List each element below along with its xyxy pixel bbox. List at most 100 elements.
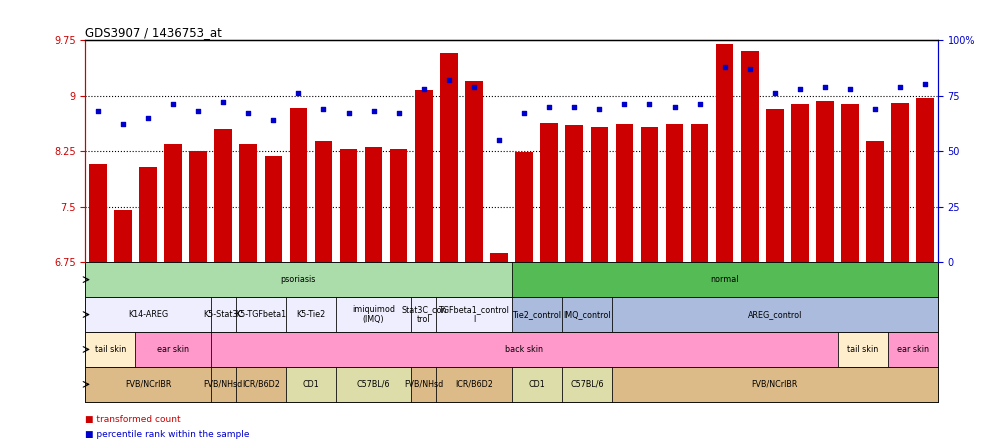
- Text: GDS3907 / 1436753_at: GDS3907 / 1436753_at: [85, 26, 221, 39]
- Bar: [336, 367, 411, 402]
- Text: K14-AREG: K14-AREG: [127, 310, 168, 319]
- Text: CD1: CD1: [303, 380, 319, 389]
- Bar: [210, 332, 837, 367]
- Bar: [365, 147, 382, 262]
- Point: [666, 103, 682, 110]
- Bar: [415, 90, 432, 262]
- Point: [291, 90, 307, 97]
- Bar: [837, 332, 887, 367]
- Bar: [766, 109, 783, 262]
- Point: [691, 101, 707, 108]
- Text: ■ percentile rank within the sample: ■ percentile rank within the sample: [85, 430, 249, 439]
- Bar: [114, 210, 131, 262]
- Bar: [210, 297, 235, 332]
- Bar: [791, 104, 808, 262]
- Bar: [490, 253, 507, 262]
- Bar: [440, 52, 457, 262]
- Text: C57BL/6: C57BL/6: [357, 380, 390, 389]
- Point: [866, 105, 883, 112]
- Point: [817, 83, 833, 90]
- Bar: [85, 297, 210, 332]
- Bar: [340, 149, 357, 262]
- Text: psoriasis: psoriasis: [281, 275, 316, 284]
- Point: [615, 101, 632, 108]
- Text: imiquimod
(IMQ): imiquimod (IMQ): [352, 305, 395, 324]
- Bar: [615, 124, 632, 262]
- Text: CD1: CD1: [528, 380, 544, 389]
- Bar: [265, 155, 282, 262]
- Bar: [611, 297, 937, 332]
- Point: [741, 65, 758, 72]
- Bar: [866, 142, 883, 262]
- Point: [541, 103, 557, 110]
- Text: ICR/B6D2: ICR/B6D2: [241, 380, 280, 389]
- Text: ear skin: ear skin: [896, 345, 928, 354]
- Point: [90, 107, 106, 115]
- Bar: [465, 81, 482, 262]
- Point: [842, 85, 858, 92]
- Bar: [665, 123, 682, 262]
- Text: ICR/B6D2: ICR/B6D2: [455, 380, 492, 389]
- Bar: [411, 367, 436, 402]
- Bar: [235, 297, 286, 332]
- Bar: [841, 104, 858, 262]
- Bar: [286, 367, 336, 402]
- Point: [215, 99, 231, 106]
- Bar: [235, 367, 286, 402]
- Point: [415, 85, 431, 92]
- Text: K5-TGFbeta1: K5-TGFbeta1: [235, 310, 286, 319]
- Point: [265, 116, 281, 123]
- Point: [164, 101, 181, 108]
- Text: TGFbeta1_control
l: TGFbeta1_control l: [438, 305, 509, 324]
- Point: [516, 110, 532, 117]
- Bar: [690, 124, 707, 262]
- Bar: [189, 151, 206, 262]
- Point: [716, 63, 732, 70]
- Bar: [135, 332, 210, 367]
- Bar: [315, 142, 332, 262]
- Bar: [887, 332, 937, 367]
- Bar: [239, 144, 257, 262]
- Point: [190, 107, 206, 115]
- Point: [565, 103, 581, 110]
- Bar: [214, 129, 231, 262]
- Bar: [565, 125, 582, 262]
- Point: [591, 105, 607, 112]
- Bar: [286, 297, 336, 332]
- Bar: [561, 297, 611, 332]
- Bar: [511, 367, 561, 402]
- Bar: [891, 103, 908, 262]
- Text: IMQ_control: IMQ_control: [562, 310, 610, 319]
- Bar: [89, 164, 106, 262]
- Text: FVB/NCrIBR: FVB/NCrIBR: [124, 380, 171, 389]
- Point: [466, 83, 482, 90]
- Point: [240, 110, 257, 117]
- Text: Tie2_control: Tie2_control: [512, 310, 560, 319]
- Text: K5-Tie2: K5-Tie2: [296, 310, 326, 319]
- Bar: [561, 367, 611, 402]
- Text: FVB/NCrIBR: FVB/NCrIBR: [750, 380, 798, 389]
- Bar: [436, 367, 511, 402]
- Point: [767, 90, 783, 97]
- Text: normal: normal: [709, 275, 738, 284]
- Bar: [85, 262, 511, 297]
- Text: back skin: back skin: [505, 345, 542, 354]
- Text: AREG_control: AREG_control: [746, 310, 802, 319]
- Text: tail skin: tail skin: [846, 345, 878, 354]
- Bar: [816, 101, 833, 262]
- Text: FVB/NHsd: FVB/NHsd: [203, 380, 242, 389]
- Text: Stat3C_con
trol: Stat3C_con trol: [401, 305, 446, 324]
- Point: [391, 110, 407, 117]
- Bar: [436, 297, 511, 332]
- Text: ■ transformed count: ■ transformed count: [85, 415, 180, 424]
- Bar: [515, 152, 532, 262]
- Bar: [290, 108, 307, 262]
- Text: FVB/NHsd: FVB/NHsd: [404, 380, 443, 389]
- Bar: [390, 149, 407, 262]
- Bar: [715, 44, 732, 262]
- Point: [365, 107, 381, 115]
- Bar: [164, 144, 181, 262]
- Text: ear skin: ear skin: [157, 345, 188, 354]
- Point: [341, 110, 357, 117]
- Text: tail skin: tail skin: [94, 345, 126, 354]
